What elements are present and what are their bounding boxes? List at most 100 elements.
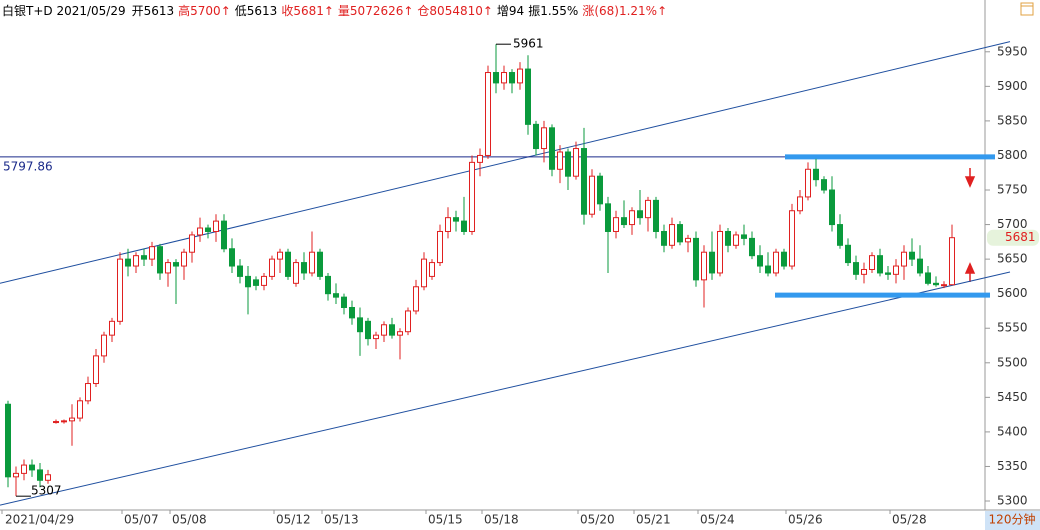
ref-line-label: 5797.86 — [3, 159, 53, 173]
header-item: 仓8054810↑ — [417, 4, 493, 18]
candle-body — [237, 265, 243, 277]
candle-body — [869, 255, 875, 270]
candle-body — [293, 262, 299, 284]
low-label: 5307 — [31, 484, 62, 498]
candle-body — [709, 251, 715, 274]
candle-body — [245, 275, 251, 288]
candle-body — [909, 251, 915, 260]
candle-body — [925, 272, 931, 284]
candle-body — [877, 255, 883, 274]
candle-body — [613, 217, 619, 232]
candle-body — [677, 224, 683, 243]
candle-body — [421, 258, 427, 288]
candle-body — [493, 72, 499, 84]
candle-body — [5, 403, 11, 478]
header-item: 开5613 — [132, 4, 175, 18]
candle-body — [253, 279, 259, 286]
candle-body — [381, 324, 387, 336]
candle-body — [653, 199, 659, 232]
x-tick-label: 05/26 — [788, 513, 823, 527]
y-tick-label: 5500 — [997, 355, 1028, 369]
candle-body — [517, 68, 523, 84]
candle-body — [69, 417, 75, 422]
header-item: 收5681↑ — [281, 4, 334, 18]
candle-body — [781, 251, 787, 267]
y-tick-label: 5650 — [997, 252, 1028, 266]
candle-body — [45, 474, 51, 481]
candle-body — [893, 265, 899, 275]
candle-body — [533, 123, 539, 150]
candle-body — [861, 268, 867, 275]
candle-body — [805, 168, 811, 198]
candle-body — [741, 234, 747, 239]
candle-body — [165, 262, 171, 274]
candle-body — [29, 464, 35, 471]
candle-body — [605, 203, 611, 232]
candle-body — [213, 220, 219, 232]
candle-body — [117, 258, 123, 322]
channel-line — [0, 41, 1011, 284]
candle-body — [341, 296, 347, 309]
candle-body — [301, 262, 307, 274]
candle-body — [453, 217, 459, 222]
candle-body — [101, 334, 107, 357]
candle-body — [581, 148, 587, 215]
x-tick-label: 05/12 — [276, 513, 311, 527]
x-tick-label: 05/08 — [172, 513, 207, 527]
candle-body — [413, 286, 419, 312]
price-tag-bg — [987, 229, 1039, 246]
down-arrow — [964, 168, 976, 188]
period-button[interactable] — [985, 511, 1040, 530]
candle-body — [437, 230, 443, 264]
candle-body — [829, 189, 835, 226]
y-tick-label: 5700 — [997, 217, 1028, 231]
candle-body — [309, 251, 315, 274]
window-icon[interactable] — [1020, 2, 1034, 16]
candle-body — [221, 220, 227, 250]
candle-body — [749, 237, 755, 257]
y-tick-label: 5850 — [997, 113, 1028, 127]
candle-body — [109, 320, 115, 336]
header-item: 振1.55% — [528, 4, 578, 18]
candle-body — [685, 237, 691, 243]
candle-body — [285, 251, 291, 277]
candle-body — [813, 168, 819, 181]
candle-body — [717, 230, 723, 274]
candle-body — [333, 293, 339, 298]
candle-body — [349, 307, 355, 319]
candle-body — [125, 258, 131, 267]
candle-body — [373, 334, 379, 340]
candle-body — [509, 72, 515, 84]
candle-body — [501, 72, 507, 84]
candle-body — [429, 262, 435, 277]
candle-body — [77, 400, 83, 419]
x-tick-label: 05/13 — [324, 513, 359, 527]
candle-body — [61, 420, 67, 423]
channel-line — [0, 271, 1011, 506]
header-item: 高5700↑ — [178, 3, 231, 18]
candle-body — [405, 310, 411, 333]
candle-body — [317, 251, 323, 277]
candle-body — [141, 255, 147, 260]
candle-body — [837, 224, 843, 246]
candle-body — [589, 175, 595, 215]
candle-body — [621, 217, 627, 226]
header-item: 涨(68)1.21%↑ — [582, 3, 667, 18]
candle-body — [757, 255, 763, 267]
candle-body — [477, 154, 483, 163]
candle-body — [645, 199, 651, 219]
candle-body — [525, 68, 531, 125]
y-tick-label: 5950 — [997, 44, 1028, 58]
candle-body — [597, 175, 603, 205]
candle-body — [845, 244, 851, 264]
candle-body — [325, 275, 331, 295]
candle-body — [37, 469, 43, 481]
candle-body — [197, 227, 203, 236]
x-tick-label: 05/15 — [428, 513, 463, 527]
period-label[interactable]: 120分钟 — [989, 512, 1036, 527]
candle-body — [485, 72, 491, 156]
candle-body — [669, 224, 675, 246]
candle-body — [701, 251, 707, 281]
